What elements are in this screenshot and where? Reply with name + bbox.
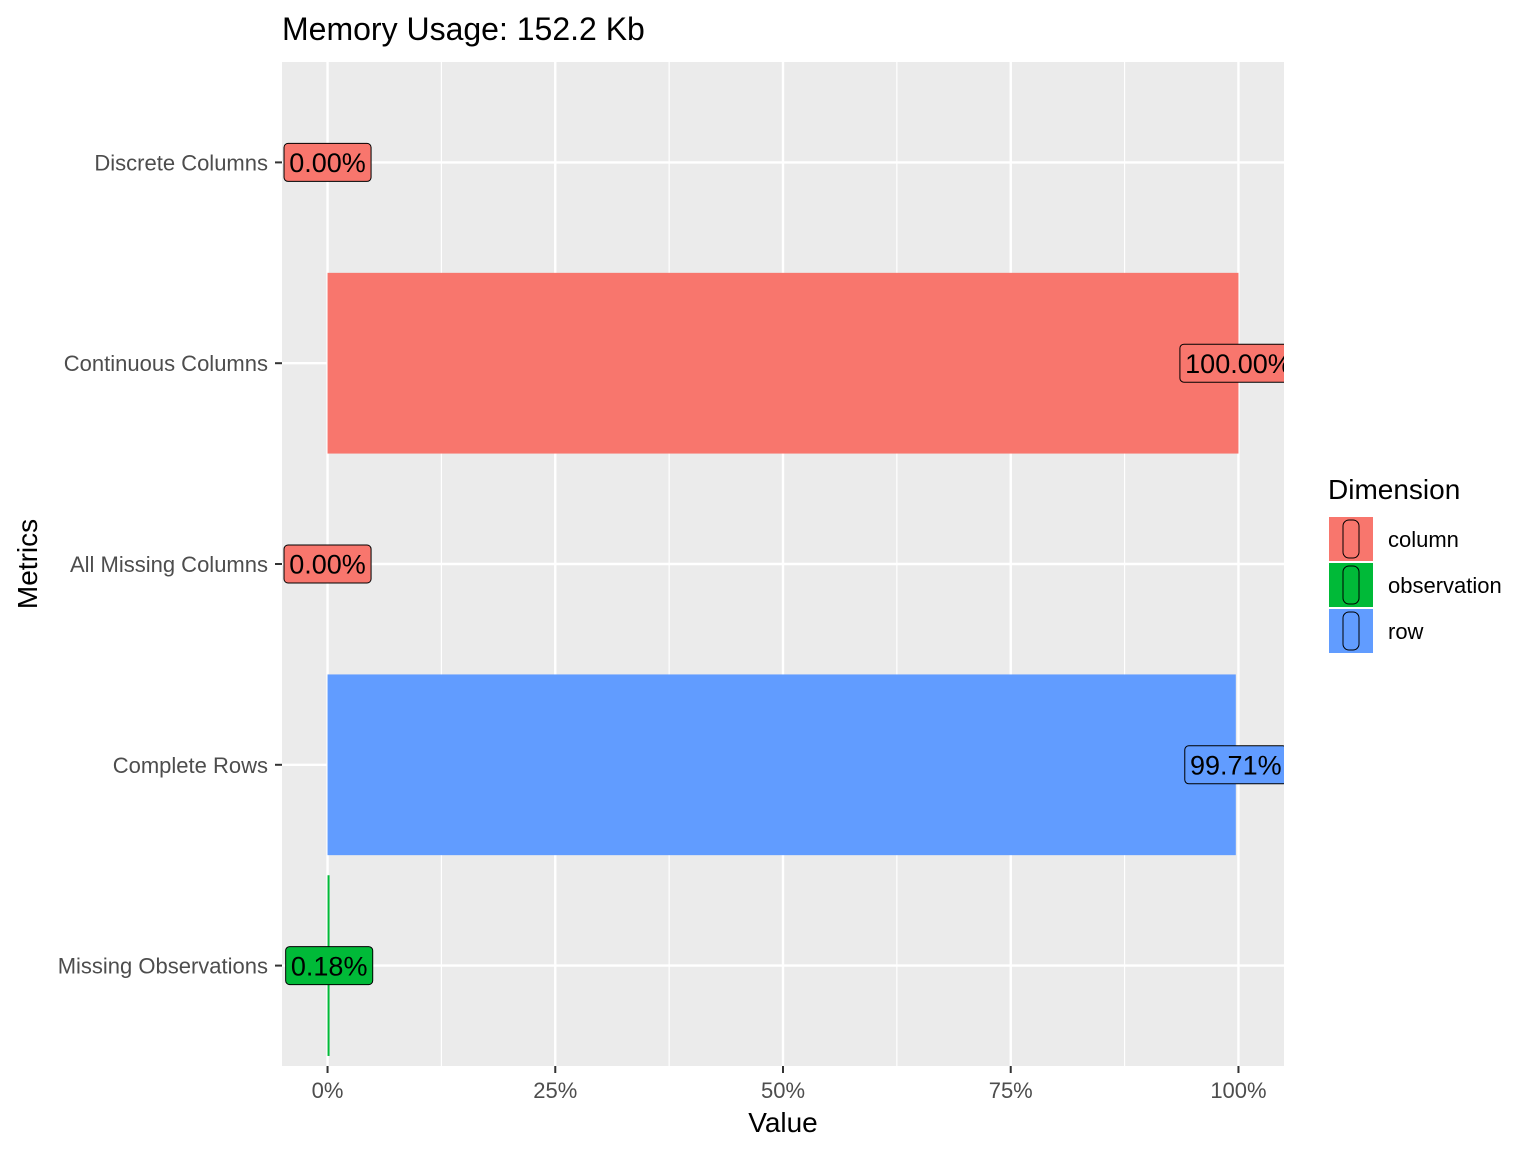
y-tick-label: Discrete Columns (94, 150, 268, 175)
value-label-box (1184, 745, 1284, 785)
y-tick-label: Complete Rows (113, 753, 268, 778)
value-label: 0.00% (283, 142, 372, 182)
value-label-box (283, 142, 372, 182)
legend: Dimension column observation row (1327, 474, 1502, 655)
y-tick-label: Missing Observations (58, 954, 268, 979)
value-labels: 0.00% 100.00% 0.00% 99.71% 0.18% (283, 142, 1292, 986)
x-tick-label: 100% (1210, 1078, 1266, 1103)
x-tick-label: 50% (761, 1078, 805, 1103)
x-tick-label: 25% (533, 1078, 577, 1103)
x-axis: 0% 25% 50% 75% 100% (312, 1066, 1267, 1103)
value-label: 0.00% (283, 544, 372, 584)
bar (327, 272, 1239, 454)
value-label-box (283, 544, 372, 584)
value-label: 0.18% (285, 946, 374, 986)
y-axis: Discrete Columns Continuous Columns All Mi… (58, 150, 282, 979)
value-label-text: 0.18% (291, 951, 368, 981)
legend-title: Dimension (1328, 474, 1460, 505)
legend-key-label-glyph (1342, 565, 1360, 605)
value-label-text: 99.71% (1190, 751, 1282, 781)
chart-title: Memory Usage: 152.2 Kb (282, 11, 645, 47)
legend-key-label-glyph (1342, 519, 1360, 559)
value-label-text: 0.00% (289, 148, 366, 178)
x-tick-label: 75% (989, 1078, 1033, 1103)
value-label: 99.71% (1184, 745, 1284, 785)
x-tick-label: 0% (312, 1078, 344, 1103)
value-label-text: 100.00% (1185, 349, 1292, 379)
bar (327, 674, 1236, 856)
value-label: 100.00% (1179, 343, 1292, 383)
x-axis-title: Value (748, 1107, 818, 1138)
bars (327, 272, 1239, 1056)
legend-item-label: observation (1388, 573, 1502, 598)
y-tick-label: All Missing Columns (70, 552, 268, 577)
value-label-text: 0.00% (289, 550, 366, 580)
y-tick-label: Continuous Columns (64, 351, 268, 376)
legend-key-label-glyph (1342, 611, 1360, 651)
legend-item: row (1327, 607, 1424, 655)
legend-item: observation (1327, 561, 1502, 609)
y-axis-title: Metrics (12, 519, 43, 609)
value-label-box (1179, 343, 1284, 383)
legend-item-label: row (1388, 619, 1424, 644)
legend-item: column (1327, 515, 1459, 563)
legend-item-label: column (1388, 527, 1459, 552)
value-label-box (285, 946, 374, 986)
